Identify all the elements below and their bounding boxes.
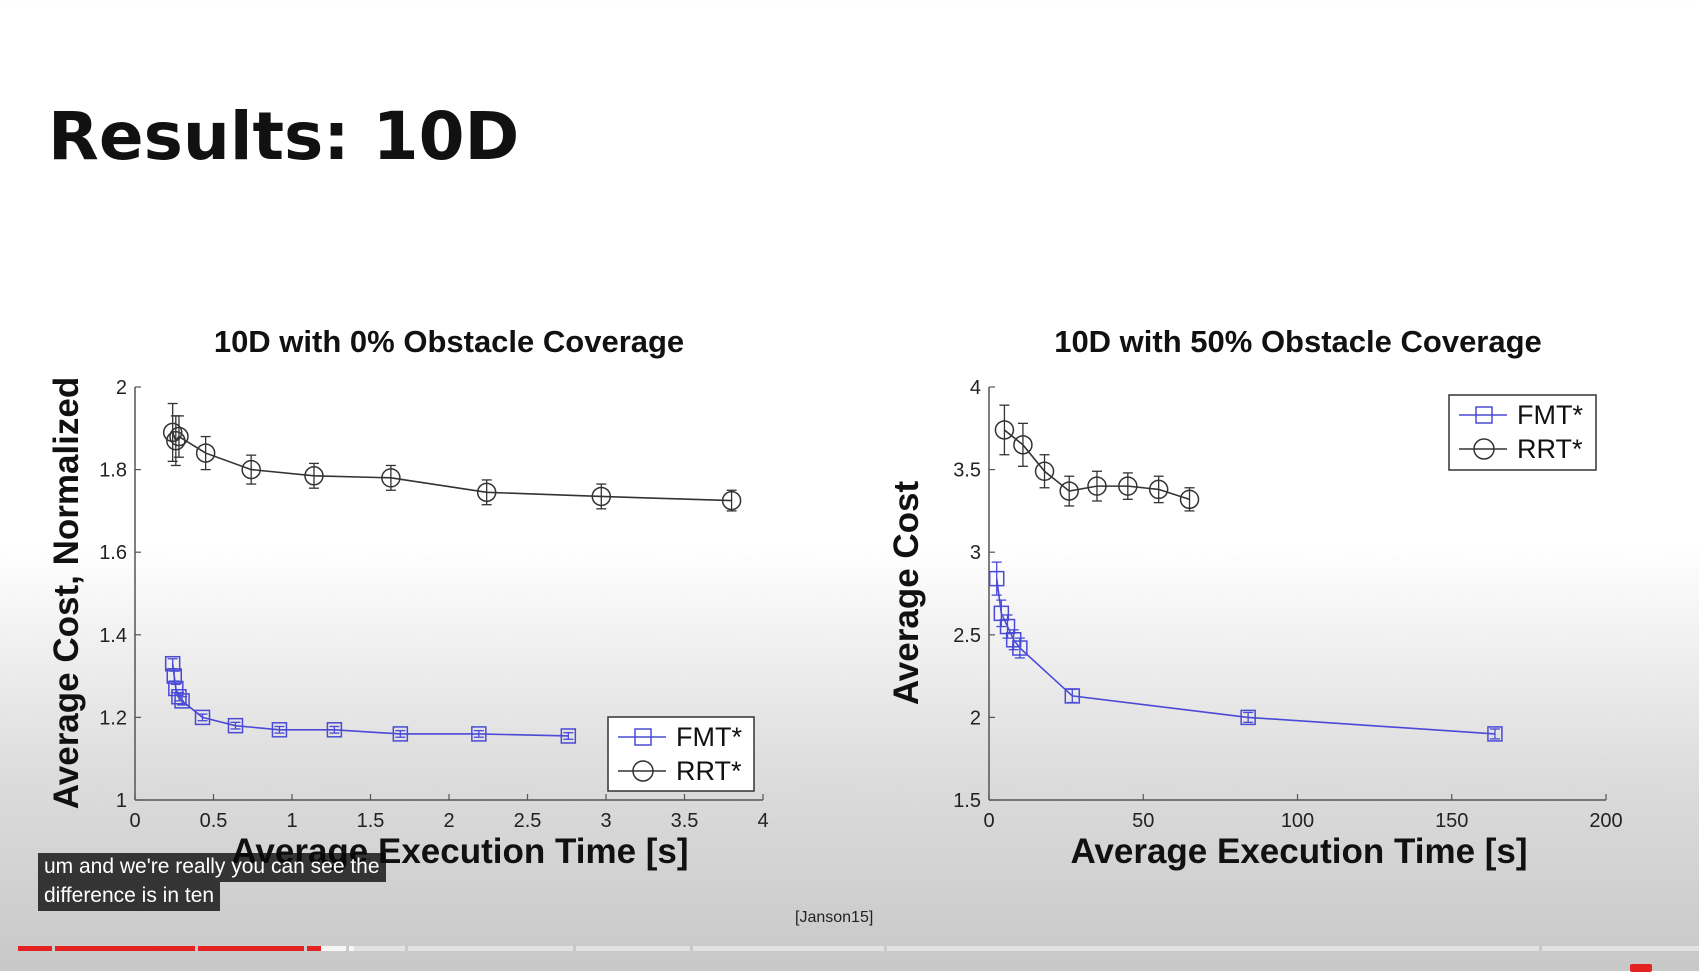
x-tick-label: 3.5 <box>671 810 699 832</box>
series-line-rrtstar <box>171 432 732 502</box>
x-tick-label: 1 <box>286 810 297 832</box>
data-point <box>1064 688 1081 704</box>
data-point <box>1005 632 1022 648</box>
data-point <box>1118 476 1138 496</box>
series-line-fmtstar <box>995 578 1495 735</box>
chart-0pct-obstacles: 10D with 0% Obstacle Coverage 0 0.5 1 1.5 2 2.… <box>47 324 769 871</box>
y-tick-label: 2.5 <box>953 625 981 647</box>
x-tick-label: 150 <box>1435 810 1468 832</box>
x-tick-label: 0 <box>129 810 140 832</box>
chart-50pct-obstacles: 10D with 50% Obstacle Coverage 0 50 100 150 2… <box>887 324 1623 871</box>
legend-box <box>1448 394 1597 471</box>
y-tick-label: 1 <box>116 790 127 812</box>
x-tick-label: 3 <box>600 810 611 832</box>
data-point <box>988 570 1005 587</box>
x-tick-label: 2 <box>443 810 454 832</box>
data-point <box>1013 435 1033 455</box>
data-point <box>476 482 497 503</box>
y-tick-label: 1.6 <box>99 542 127 564</box>
data-point <box>166 668 182 684</box>
data-point <box>1034 461 1055 482</box>
y-axis-label: Average Cost <box>887 480 926 705</box>
x-tick-label: 0 <box>983 810 994 832</box>
x-tick-label: 2.5 <box>514 810 542 832</box>
y-tick-label: 2 <box>970 707 981 729</box>
caption-line: um and we're really you can see the <box>38 853 386 882</box>
data-point <box>591 486 612 507</box>
data-point <box>1179 489 1200 510</box>
data-point <box>241 459 261 480</box>
chapter-marker <box>404 946 408 951</box>
legend-marker <box>1475 406 1493 424</box>
legend-marker <box>1473 438 1495 460</box>
data-point <box>1059 481 1079 501</box>
legend-label: FMT* <box>676 722 742 752</box>
series-line-fmtstar <box>171 663 569 737</box>
progress-played <box>18 946 321 951</box>
data-point <box>162 422 183 443</box>
data-point <box>169 426 189 447</box>
video-progress-bar[interactable] <box>18 946 1699 951</box>
y-tick-label: 1.4 <box>99 625 127 647</box>
data-point <box>271 722 288 738</box>
x-tick-label: 200 <box>1589 810 1622 832</box>
data-point <box>1148 479 1169 500</box>
x-tick-label: 100 <box>1281 810 1314 832</box>
legend-label: RRT* <box>676 756 742 786</box>
data-point <box>993 605 1010 622</box>
data-point <box>1087 476 1107 496</box>
x-tick-label: 1.5 <box>357 810 385 832</box>
slide-title: Results: 10D <box>48 98 520 175</box>
x-tick-label: 50 <box>1132 810 1154 832</box>
chapter-marker <box>690 946 694 951</box>
x-axis-label: Average Execution Time [s] <box>1070 832 1527 871</box>
data-point <box>194 709 211 726</box>
data-point <box>392 726 409 742</box>
data-point <box>166 430 186 451</box>
data-point <box>326 722 343 738</box>
y-tick-label: 2 <box>116 377 127 399</box>
legend-label: FMT* <box>1517 400 1583 430</box>
chart-title: 10D with 0% Obstacle Coverage <box>214 324 684 359</box>
data-point <box>227 717 244 734</box>
closed-captions: um and we're really you can see the diff… <box>38 853 458 911</box>
y-tick-label: 3 <box>970 542 981 564</box>
data-point <box>721 490 742 511</box>
y-axis-label: Average Cost, Normalized <box>47 377 86 809</box>
data-point <box>471 726 487 742</box>
data-point <box>304 466 324 486</box>
data-point <box>381 468 401 488</box>
data-point <box>999 618 1016 635</box>
data-point <box>1487 726 1503 742</box>
legend-box <box>607 716 755 792</box>
data-point <box>1012 640 1028 656</box>
citation: [Janson15] <box>795 909 874 926</box>
y-tick-label: 1.5 <box>953 790 981 812</box>
legend-label: RRT* <box>1517 434 1583 464</box>
x-tick-label: 0.5 <box>200 810 228 832</box>
series-line-rrtstar <box>1003 429 1190 501</box>
youtube-logo-icon[interactable] <box>1630 964 1652 972</box>
y-tick-label: 3.5 <box>953 460 981 482</box>
chapter-marker <box>345 946 349 951</box>
chapter-marker <box>572 946 576 951</box>
y-tick-label: 1.8 <box>99 460 127 482</box>
chapter-marker <box>51 946 55 951</box>
y-tick-label: 1.2 <box>99 707 127 729</box>
legend-marker <box>634 728 652 746</box>
data-point <box>1240 709 1256 726</box>
chapter-marker <box>194 946 198 951</box>
chapter-marker <box>883 946 887 951</box>
data-point <box>560 728 577 744</box>
data-point <box>994 420 1015 440</box>
data-point <box>174 693 190 709</box>
chart-title: 10D with 50% Obstacle Coverage <box>1054 324 1542 359</box>
data-point <box>195 443 216 463</box>
caption-line: difference is in ten <box>38 882 221 911</box>
y-tick-label: 4 <box>970 377 981 399</box>
legend-marker <box>632 760 654 782</box>
x-tick-label: 4 <box>757 810 768 832</box>
chapter-marker <box>1539 946 1543 951</box>
chapter-marker <box>303 946 307 951</box>
